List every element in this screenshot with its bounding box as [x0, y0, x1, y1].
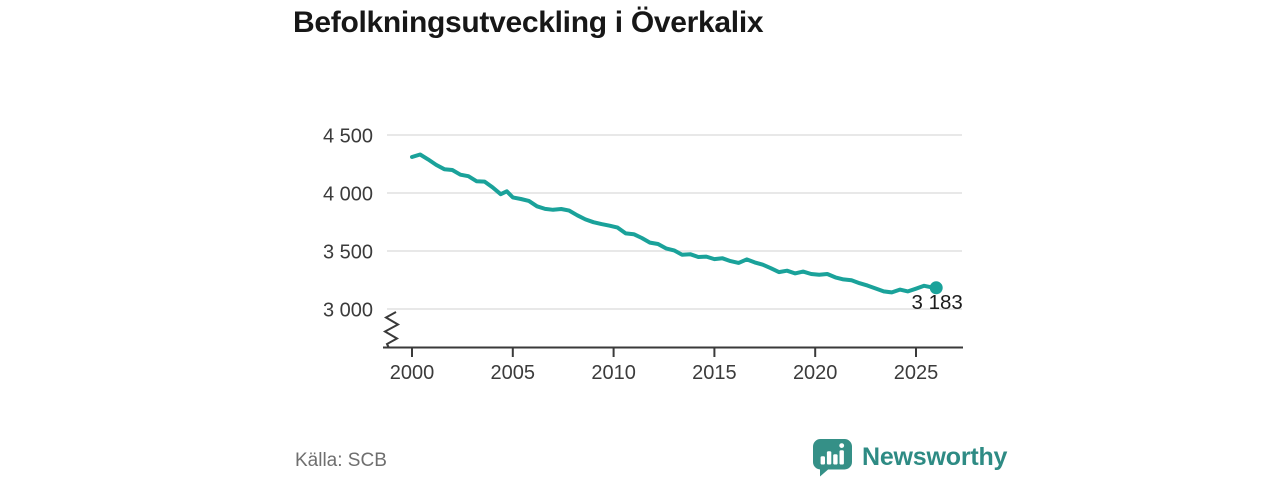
- y-axis-labels: 4 500 4 000 3 500 3 000: [323, 126, 373, 322]
- source-note: Källa: SCB: [295, 450, 387, 471]
- x-axis-ticks: [411, 348, 917, 357]
- axis-break-icon: [382, 311, 401, 349]
- y-tick-label: 3 500: [323, 242, 373, 264]
- x-tick-label: 2025: [894, 362, 939, 384]
- x-tick-label: 2010: [591, 362, 636, 384]
- x-tick-label: 2015: [692, 362, 737, 384]
- x-tick-label: 2020: [793, 362, 838, 384]
- newsworthy-logo-icon: [813, 439, 852, 477]
- x-tick-label: 2005: [491, 362, 536, 384]
- brand-name: Newsworthy: [862, 443, 1008, 471]
- brand-footer: Newsworthy: [812, 438, 1007, 477]
- last-value-label: 3 183: [912, 291, 963, 314]
- y-tick-label: 3 000: [323, 300, 373, 322]
- last-value-dot: [929, 281, 943, 295]
- population-series-line: [410, 152, 939, 295]
- x-tick-label: 2000: [390, 362, 435, 384]
- y-tick-label: 4 000: [323, 184, 373, 206]
- x-axis-labels: 2000 2005 2010 2015 2020 2025: [390, 362, 939, 384]
- chart-title: Befolkningsutveckling i Överkalix: [293, 6, 764, 39]
- y-tick-label: 4 500: [323, 126, 373, 148]
- gridlines: [387, 134, 962, 310]
